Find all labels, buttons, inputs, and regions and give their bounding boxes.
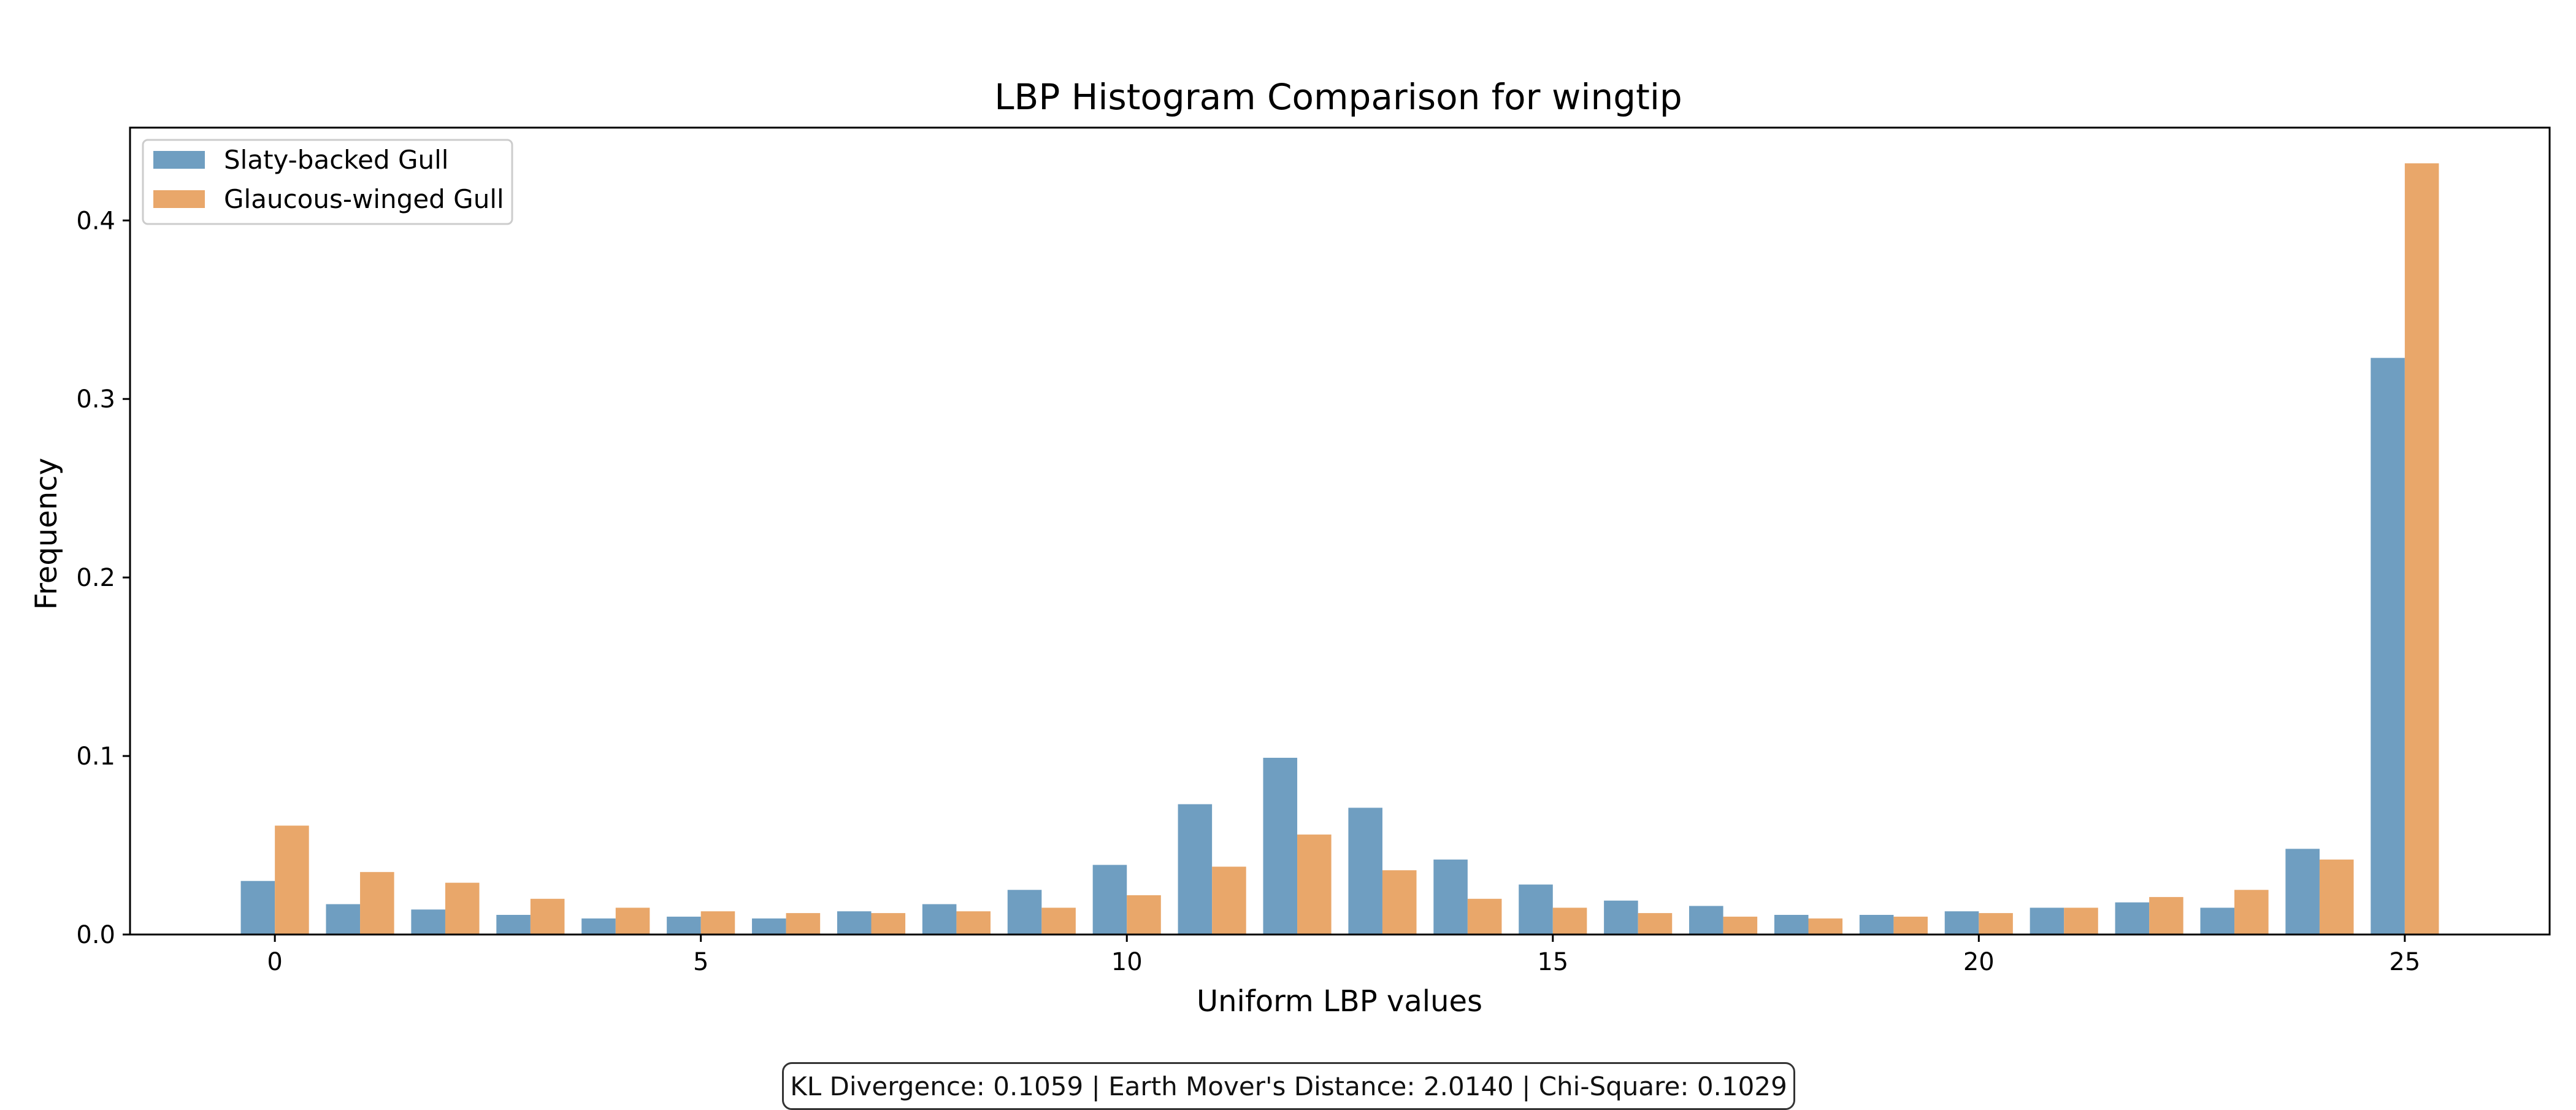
x-tick-label-20: 20 [1963,948,1995,976]
bar-slaty-backed-gull-23 [2200,908,2235,935]
bar-glaucous-winged-gull-19 [1893,916,1928,935]
x-tick-label-25: 25 [2389,948,2420,976]
bar-glaucous-winged-gull-6 [786,913,821,935]
y-tick-label-0.2: 0.2 [76,564,115,592]
legend-box [142,139,513,225]
legend-swatch-glaucous-winged-gull [153,190,205,208]
y-tick-label-0.4: 0.4 [76,207,115,235]
bar-slaty-backed-gull-1 [326,904,361,935]
x-tick-label-10: 10 [1111,948,1143,976]
x-axis-label: Uniform LBP values [1197,984,1482,1019]
bars-layer [240,163,2439,935]
bar-slaty-backed-gull-17 [1689,906,1723,935]
y-tick-label-0.0: 0.0 [76,921,115,949]
bar-glaucous-winged-gull-25 [2404,163,2439,935]
bar-slaty-backed-gull-2 [411,909,445,935]
bar-slaty-backed-gull-9 [1007,890,1042,935]
bar-slaty-backed-gull-25 [2371,358,2405,935]
bar-slaty-backed-gull-3 [496,914,531,935]
bar-slaty-backed-gull-10 [1092,865,1127,935]
legend-label-glaucous-winged-gull: Glaucous-winged Gull [224,184,504,214]
bar-slaty-backed-gull-13 [1348,807,1382,935]
bar-slaty-backed-gull-19 [1859,914,1894,935]
chart-title: LBP Histogram Comparison for wingtip [994,76,1682,118]
bar-glaucous-winged-gull-3 [530,898,565,935]
x-axis-ticks: 0 5 10 15 20 25 [267,935,2420,976]
bar-slaty-backed-gull-6 [752,918,786,935]
legend-label-slaty-backed-gull: Slaty-backed Gull [224,145,448,175]
bar-glaucous-winged-gull-15 [1552,908,1587,935]
bar-glaucous-winged-gull-11 [1212,866,1246,935]
bar-glaucous-winged-gull-2 [445,882,480,935]
bar-slaty-backed-gull-7 [837,911,872,935]
bar-glaucous-winged-gull-10 [1127,895,1161,935]
bar-glaucous-winged-gull-16 [1638,913,1673,935]
legend-swatch-slaty-backed-gull [153,151,205,169]
bar-slaty-backed-gull-15 [1519,884,1553,935]
bar-glaucous-winged-gull-13 [1382,870,1417,935]
bar-glaucous-winged-gull-17 [1723,916,1758,935]
bar-slaty-backed-gull-11 [1178,804,1213,935]
metrics-text: KL Divergence: 0.1059 | Earth Mover's Di… [790,1071,1787,1101]
bar-glaucous-winged-gull-18 [1808,918,1843,935]
y-axis-label: Frequency [29,458,64,610]
bar-glaucous-winged-gull-4 [615,908,650,935]
bar-glaucous-winged-gull-20 [1979,913,2013,935]
bar-glaucous-winged-gull-24 [2319,859,2354,935]
bar-slaty-backed-gull-5 [667,916,701,935]
y-tick-label-0.3: 0.3 [76,385,115,414]
bar-slaty-backed-gull-20 [1944,911,1979,935]
bar-glaucous-winged-gull-7 [871,913,906,935]
y-axis-ticks: 0.0 0.1 0.2 0.3 0.4 [76,207,130,949]
bar-glaucous-winged-gull-21 [2064,908,2098,935]
bar-slaty-backed-gull-16 [1604,900,1638,935]
bar-glaucous-winged-gull-22 [2149,896,2183,935]
bar-slaty-backed-gull-8 [922,904,957,935]
bar-glaucous-winged-gull-23 [2234,890,2269,935]
bar-glaucous-winged-gull-12 [1297,834,1332,935]
bar-glaucous-winged-gull-14 [1467,898,1502,935]
bar-slaty-backed-gull-12 [1263,757,1298,935]
metrics-box: KL Divergence: 0.1059 | Earth Mover's Di… [782,1062,1795,1110]
y-tick-label-0.1: 0.1 [76,742,115,771]
bar-slaty-backed-gull-0 [240,881,275,935]
bar-glaucous-winged-gull-9 [1041,908,1076,935]
x-tick-label-15: 15 [1537,948,1568,976]
bar-glaucous-winged-gull-8 [956,911,991,935]
bar-slaty-backed-gull-4 [581,918,616,935]
bar-slaty-backed-gull-24 [2285,849,2320,935]
x-tick-label-0: 0 [267,948,282,976]
legend: Slaty-backed Gull Glaucous-winged Gull [142,139,513,225]
plot-frame [129,126,2551,936]
x-tick-label-5: 5 [693,948,708,976]
bar-slaty-backed-gull-22 [2115,902,2150,935]
bar-slaty-backed-gull-14 [1433,859,1468,935]
bar-slaty-backed-gull-18 [1774,914,1809,935]
bar-slaty-backed-gull-21 [2030,908,2064,935]
bar-glaucous-winged-gull-1 [360,872,394,935]
bar-glaucous-winged-gull-5 [700,911,735,935]
bar-glaucous-winged-gull-0 [275,825,309,935]
